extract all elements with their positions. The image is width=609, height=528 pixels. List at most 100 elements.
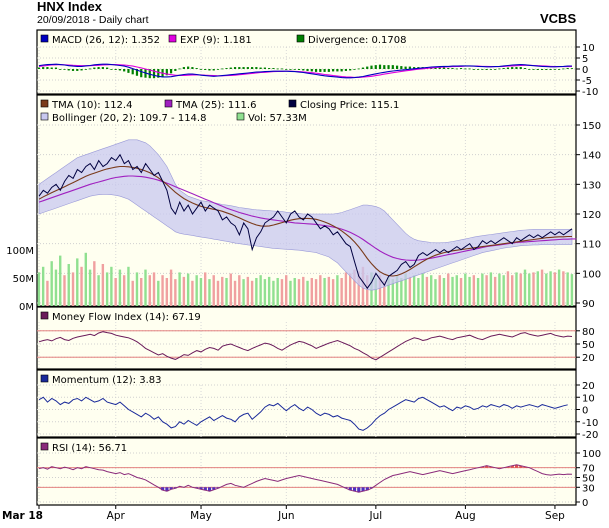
y-tick-label: 20 bbox=[582, 381, 595, 392]
volume-bar bbox=[84, 252, 88, 306]
volume-bar bbox=[302, 276, 305, 306]
divergence-bar bbox=[37, 67, 40, 69]
overbought-fill bbox=[519, 465, 523, 468]
divergence-bar bbox=[327, 69, 330, 72]
x-tick-label: Jun bbox=[277, 510, 294, 522]
divergence-bar bbox=[88, 68, 92, 70]
oversold-fill bbox=[165, 487, 169, 492]
y-tick-label: 70 bbox=[582, 464, 595, 475]
oversold-fill bbox=[357, 487, 361, 493]
volume-bar bbox=[93, 261, 96, 306]
legend-swatch bbox=[164, 99, 173, 108]
volume-tick-label: 0M bbox=[19, 302, 34, 313]
volume-bar bbox=[353, 269, 356, 306]
legend-swatch bbox=[40, 34, 49, 43]
divergence-bar bbox=[50, 67, 53, 69]
divergence-bar bbox=[259, 67, 262, 69]
volume-bar bbox=[498, 273, 501, 306]
legend-label: TMA (25): 111.6 bbox=[175, 100, 256, 111]
oversold-fill bbox=[361, 487, 365, 492]
legend-swatch bbox=[168, 34, 177, 43]
divergence-bar bbox=[63, 69, 66, 70]
divergence-bar bbox=[93, 67, 96, 69]
volume-bar bbox=[80, 266, 83, 306]
volume-bar bbox=[242, 279, 245, 306]
divergence-bar bbox=[387, 65, 390, 69]
divergence-bar bbox=[336, 69, 339, 72]
volume-bar bbox=[340, 278, 343, 306]
divergence-bar bbox=[404, 66, 407, 69]
overbought-fill bbox=[506, 466, 510, 468]
y-tick-label: -10 bbox=[582, 418, 598, 429]
divergence-bar bbox=[135, 69, 139, 76]
divergence-bar bbox=[374, 65, 377, 69]
volume-bar bbox=[357, 271, 360, 306]
x-tick-label: Aug bbox=[455, 510, 476, 522]
divergence-bar bbox=[515, 67, 518, 69]
divergence-bar bbox=[199, 69, 203, 70]
volume-bar bbox=[404, 273, 407, 306]
volume-bar bbox=[208, 279, 211, 306]
divergence-bar bbox=[523, 68, 527, 69]
divergence-bar bbox=[511, 67, 514, 69]
oversold-fill bbox=[212, 487, 216, 490]
divergence-bar bbox=[553, 69, 556, 70]
divergence-bar bbox=[127, 69, 130, 73]
volume-bar bbox=[216, 280, 220, 306]
volume-tick-label: 50M bbox=[13, 274, 34, 285]
divergence-bar bbox=[413, 67, 416, 69]
volume-bar bbox=[314, 279, 318, 306]
volume-bar bbox=[536, 271, 539, 306]
divergence-bar bbox=[246, 67, 249, 69]
volume-bar bbox=[169, 269, 173, 306]
volume-bar bbox=[140, 278, 143, 306]
divergence-bar bbox=[54, 67, 58, 69]
legend: Money Flow Index (14): 67.19 bbox=[40, 311, 201, 323]
y-tick-label: -5 bbox=[582, 76, 592, 87]
legend: MACD (26, 12): 1.352 EXP (9): 1.181 Diverg… bbox=[40, 34, 407, 46]
volume-bar bbox=[186, 273, 190, 306]
volume-bar bbox=[383, 280, 386, 306]
x-tick-label: May bbox=[190, 510, 212, 522]
volume-bar bbox=[114, 278, 117, 306]
legend-label: TMA (10): 112.4 bbox=[51, 100, 132, 111]
divergence-bar bbox=[464, 68, 467, 70]
divergence-bar bbox=[178, 68, 181, 70]
divergence-bar bbox=[481, 69, 484, 70]
divergence-bar bbox=[174, 69, 177, 71]
volume-bar bbox=[54, 269, 58, 306]
legend-label: Momentum (12): 3.83 bbox=[52, 375, 162, 386]
volume-bar bbox=[327, 276, 331, 306]
divergence-bar bbox=[195, 68, 198, 69]
volume-bar bbox=[135, 272, 139, 306]
macd-line bbox=[38, 63, 573, 79]
momentum-line bbox=[38, 396, 568, 431]
divergence-bar bbox=[182, 67, 185, 69]
volume-bar bbox=[250, 280, 254, 306]
y-tick-label: 140 bbox=[582, 151, 601, 162]
overbought-fill bbox=[485, 465, 489, 468]
tma10-line bbox=[38, 165, 572, 277]
volume-bar bbox=[570, 274, 574, 306]
overbought-fill bbox=[514, 464, 519, 468]
legend-swatch bbox=[40, 99, 49, 108]
legend-swatch bbox=[40, 374, 49, 383]
y-tick-label: 100 bbox=[582, 449, 601, 460]
x-tick-label: Sep bbox=[545, 510, 565, 522]
divergence-bar bbox=[498, 68, 501, 70]
chart-title: HNX Index bbox=[37, 0, 103, 14]
volume-bar bbox=[88, 269, 92, 306]
divergence-bar bbox=[489, 69, 492, 70]
overbought-fill bbox=[510, 465, 514, 468]
divergence-bar bbox=[148, 69, 151, 79]
volume-bar bbox=[293, 278, 296, 306]
volume-bar bbox=[468, 276, 471, 306]
legend: TMA (10): 112.4 TMA (25): 111.6 Closing Pr… bbox=[40, 99, 399, 124]
oversold-fill bbox=[199, 487, 203, 490]
legend-swatch bbox=[296, 34, 305, 43]
divergence-bar bbox=[123, 69, 126, 72]
y-tick-label: 0 bbox=[582, 65, 588, 76]
divergence-bar bbox=[319, 69, 322, 72]
volume-bar bbox=[280, 279, 284, 306]
volume-bar bbox=[144, 269, 147, 306]
